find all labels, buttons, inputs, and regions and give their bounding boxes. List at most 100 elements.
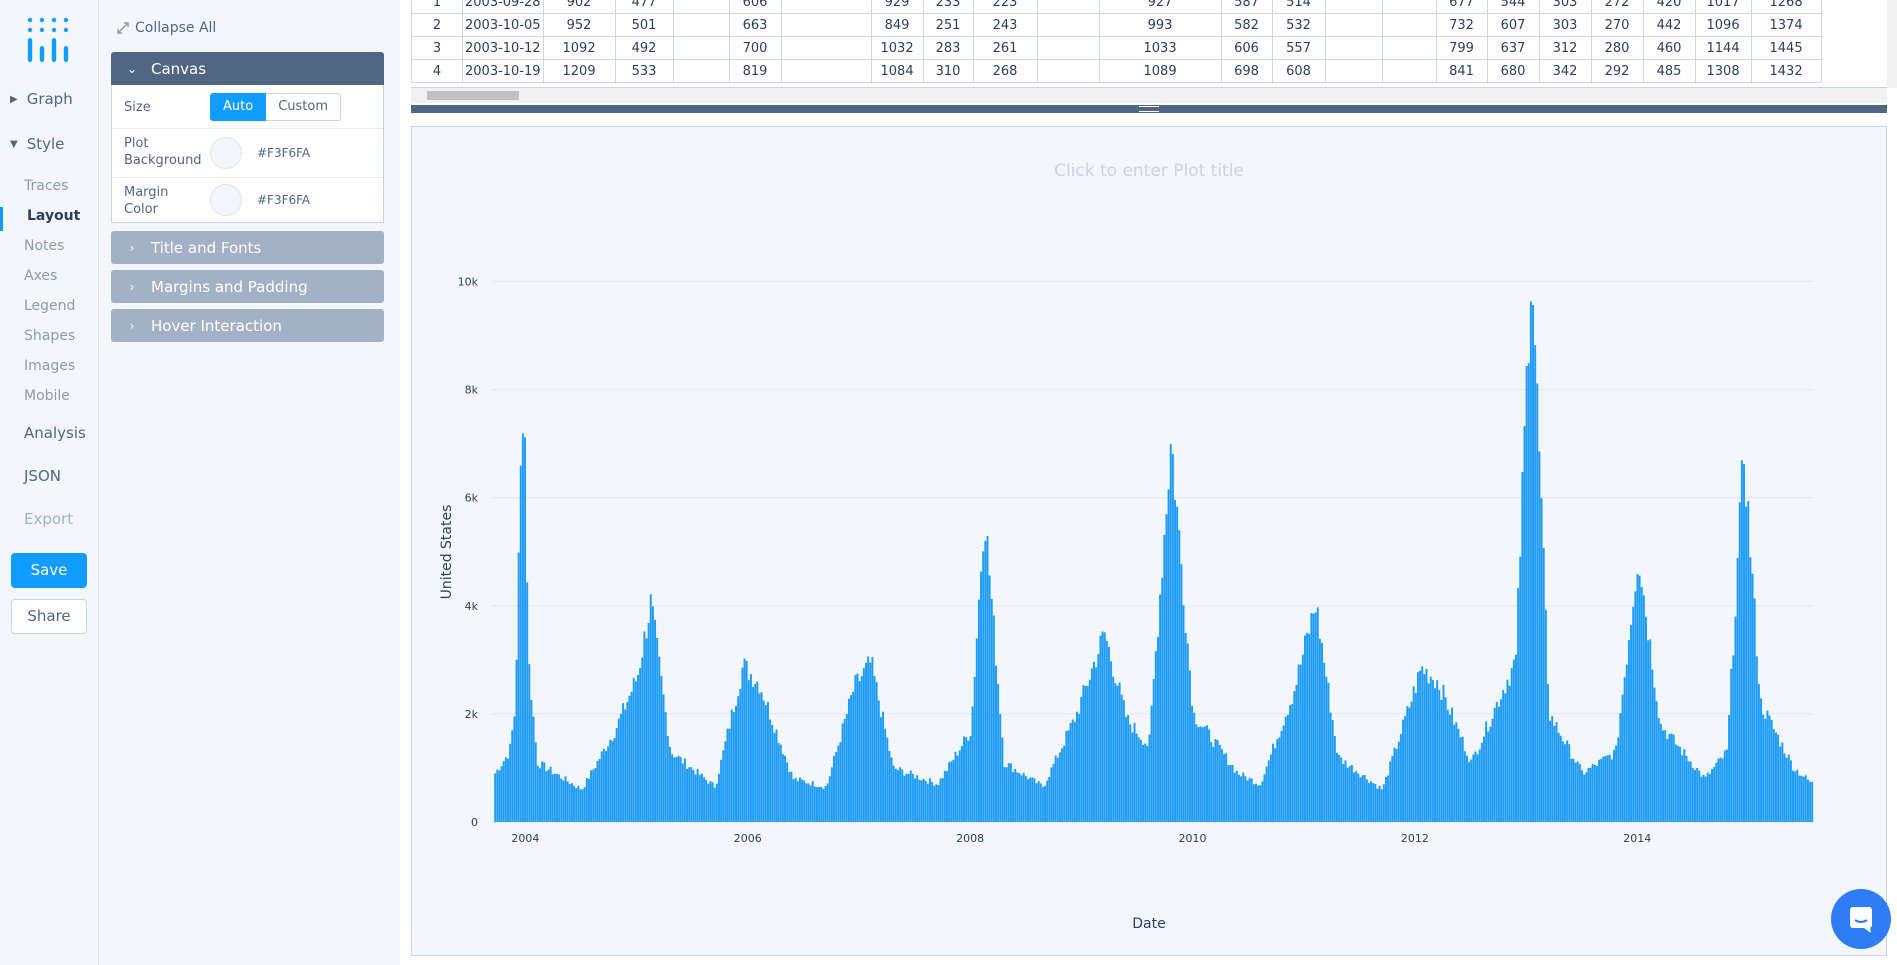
- chart-bar[interactable]: [1278, 737, 1281, 822]
- table-cell[interactable]: 1445: [1750, 36, 1822, 60]
- chart-bar[interactable]: [1410, 701, 1413, 822]
- chart-bar[interactable]: [1186, 643, 1189, 822]
- chart-bar[interactable]: [1559, 735, 1562, 822]
- chart-bar[interactable]: [758, 693, 761, 822]
- nav-json[interactable]: JSON: [24, 467, 61, 485]
- chart-bar[interactable]: [749, 674, 752, 822]
- chart-bar[interactable]: [570, 783, 573, 822]
- chart-bar[interactable]: [1568, 744, 1571, 822]
- chart-bar[interactable]: [1312, 613, 1315, 822]
- chart-bar[interactable]: [1340, 757, 1343, 822]
- chart-bar[interactable]: [1743, 464, 1745, 822]
- chart-bar[interactable]: [1681, 755, 1684, 822]
- nav-style-notes[interactable]: Notes: [24, 238, 65, 254]
- chart-bar[interactable]: [1082, 685, 1085, 822]
- table-cell[interactable]: 533: [614, 59, 674, 83]
- chart-bar[interactable]: [1621, 694, 1624, 822]
- chart-bar[interactable]: [1747, 501, 1750, 822]
- chart-bar[interactable]: [1702, 774, 1705, 822]
- table-row[interactable]: 2 2003-10-05 952 501 663 849 251 243 993 582 532 73…: [411, 13, 1822, 37]
- chart-bar[interactable]: [1037, 781, 1040, 822]
- chart-bar[interactable]: [1088, 679, 1091, 822]
- chart-bar[interactable]: [826, 783, 829, 822]
- chart-bar[interactable]: [1208, 729, 1211, 822]
- chart-bar[interactable]: [820, 786, 823, 822]
- chart-bar[interactable]: [1630, 624, 1633, 822]
- chart-bar[interactable]: [1071, 719, 1074, 822]
- scroll-thumb[interactable]: [427, 91, 519, 100]
- chart-bar[interactable]: [1067, 730, 1070, 822]
- chart-bar[interactable]: [992, 615, 995, 822]
- chart-bar[interactable]: [1308, 633, 1311, 822]
- chart-bar[interactable]: [1156, 636, 1159, 822]
- chart-bar[interactable]: [1152, 679, 1155, 822]
- chart-bar[interactable]: [1647, 640, 1650, 822]
- table-cell[interactable]: 929: [870, 0, 924, 14]
- table-cell[interactable]: [1381, 13, 1437, 37]
- chart-bar[interactable]: [1033, 778, 1036, 822]
- chart-bar[interactable]: [1468, 761, 1471, 822]
- chart-bar[interactable]: [928, 778, 931, 822]
- chart-bar[interactable]: [1365, 779, 1368, 822]
- chart-bar[interactable]: [1065, 730, 1068, 822]
- chart-bar[interactable]: [596, 760, 599, 822]
- chart-bar[interactable]: [935, 784, 938, 822]
- table-cell[interactable]: 698: [1220, 59, 1273, 83]
- chart-bar[interactable]: [1416, 672, 1419, 822]
- table-cell[interactable]: 680: [1486, 59, 1540, 83]
- chart-bar[interactable]: [1783, 753, 1786, 822]
- chart-bar[interactable]: [1500, 699, 1503, 822]
- chart-bar[interactable]: [1636, 574, 1639, 822]
- chart-bar[interactable]: [1316, 607, 1319, 822]
- chart-bar[interactable]: [1476, 754, 1479, 822]
- chart-bar[interactable]: [1578, 764, 1581, 822]
- chart-bar[interactable]: [1095, 667, 1098, 822]
- chart-bar[interactable]: [963, 736, 966, 822]
- chart-bar[interactable]: [1022, 772, 1025, 822]
- chart-bar[interactable]: [1483, 736, 1485, 822]
- chart-bar[interactable]: [1664, 730, 1667, 822]
- chart-bar[interactable]: [986, 536, 989, 822]
- chart-bar[interactable]: [837, 745, 840, 822]
- chart-bar[interactable]: [1199, 726, 1202, 822]
- chart-bar[interactable]: [1717, 758, 1720, 822]
- chart-bar[interactable]: [850, 695, 853, 822]
- chart-bar[interactable]: [762, 700, 765, 822]
- chart-bar[interactable]: [1289, 705, 1292, 822]
- chart-bar[interactable]: [1097, 654, 1100, 822]
- chart-bar[interactable]: [1429, 676, 1432, 822]
- chart-bar[interactable]: [577, 785, 580, 822]
- chart-bar[interactable]: [1304, 635, 1306, 822]
- chart-bar[interactable]: [922, 778, 925, 822]
- chart-bar[interactable]: [1506, 679, 1509, 822]
- chart-bar[interactable]: [1561, 741, 1564, 822]
- chart-bar[interactable]: [954, 751, 957, 822]
- chart-bar[interactable]: [573, 785, 576, 822]
- share-button[interactable]: Share: [11, 599, 87, 634]
- chart-bar[interactable]: [1137, 737, 1140, 822]
- chart-bar[interactable]: [1617, 737, 1620, 822]
- chart-bar[interactable]: [1244, 776, 1247, 822]
- chart-bar[interactable]: [628, 695, 631, 822]
- table-cell[interactable]: 700: [728, 36, 782, 60]
- chart-bar[interactable]: [1318, 638, 1321, 822]
- chart-bar[interactable]: [1329, 712, 1332, 822]
- chart-bar[interactable]: [1093, 661, 1096, 822]
- chart-bar[interactable]: [671, 754, 674, 822]
- chart-bar[interactable]: [1101, 631, 1104, 822]
- chart-bar[interactable]: [1041, 787, 1044, 822]
- size-custom-button[interactable]: Custom: [266, 93, 341, 121]
- chart-bar[interactable]: [862, 668, 865, 822]
- chart-bar[interactable]: [1171, 454, 1174, 822]
- chart-bar[interactable]: [896, 770, 899, 822]
- chart-bar[interactable]: [1723, 750, 1726, 822]
- chart-bar[interactable]: [1502, 689, 1505, 822]
- chart-bar[interactable]: [1794, 771, 1797, 822]
- chart-bar[interactable]: [1212, 746, 1215, 822]
- chart-bar[interactable]: [1387, 775, 1390, 822]
- chart-bar[interactable]: [860, 676, 863, 822]
- chart-bar[interactable]: [1493, 707, 1496, 822]
- chart-bar[interactable]: [905, 773, 908, 822]
- chart-bar[interactable]: [662, 694, 665, 822]
- chart-bar[interactable]: [1135, 733, 1138, 822]
